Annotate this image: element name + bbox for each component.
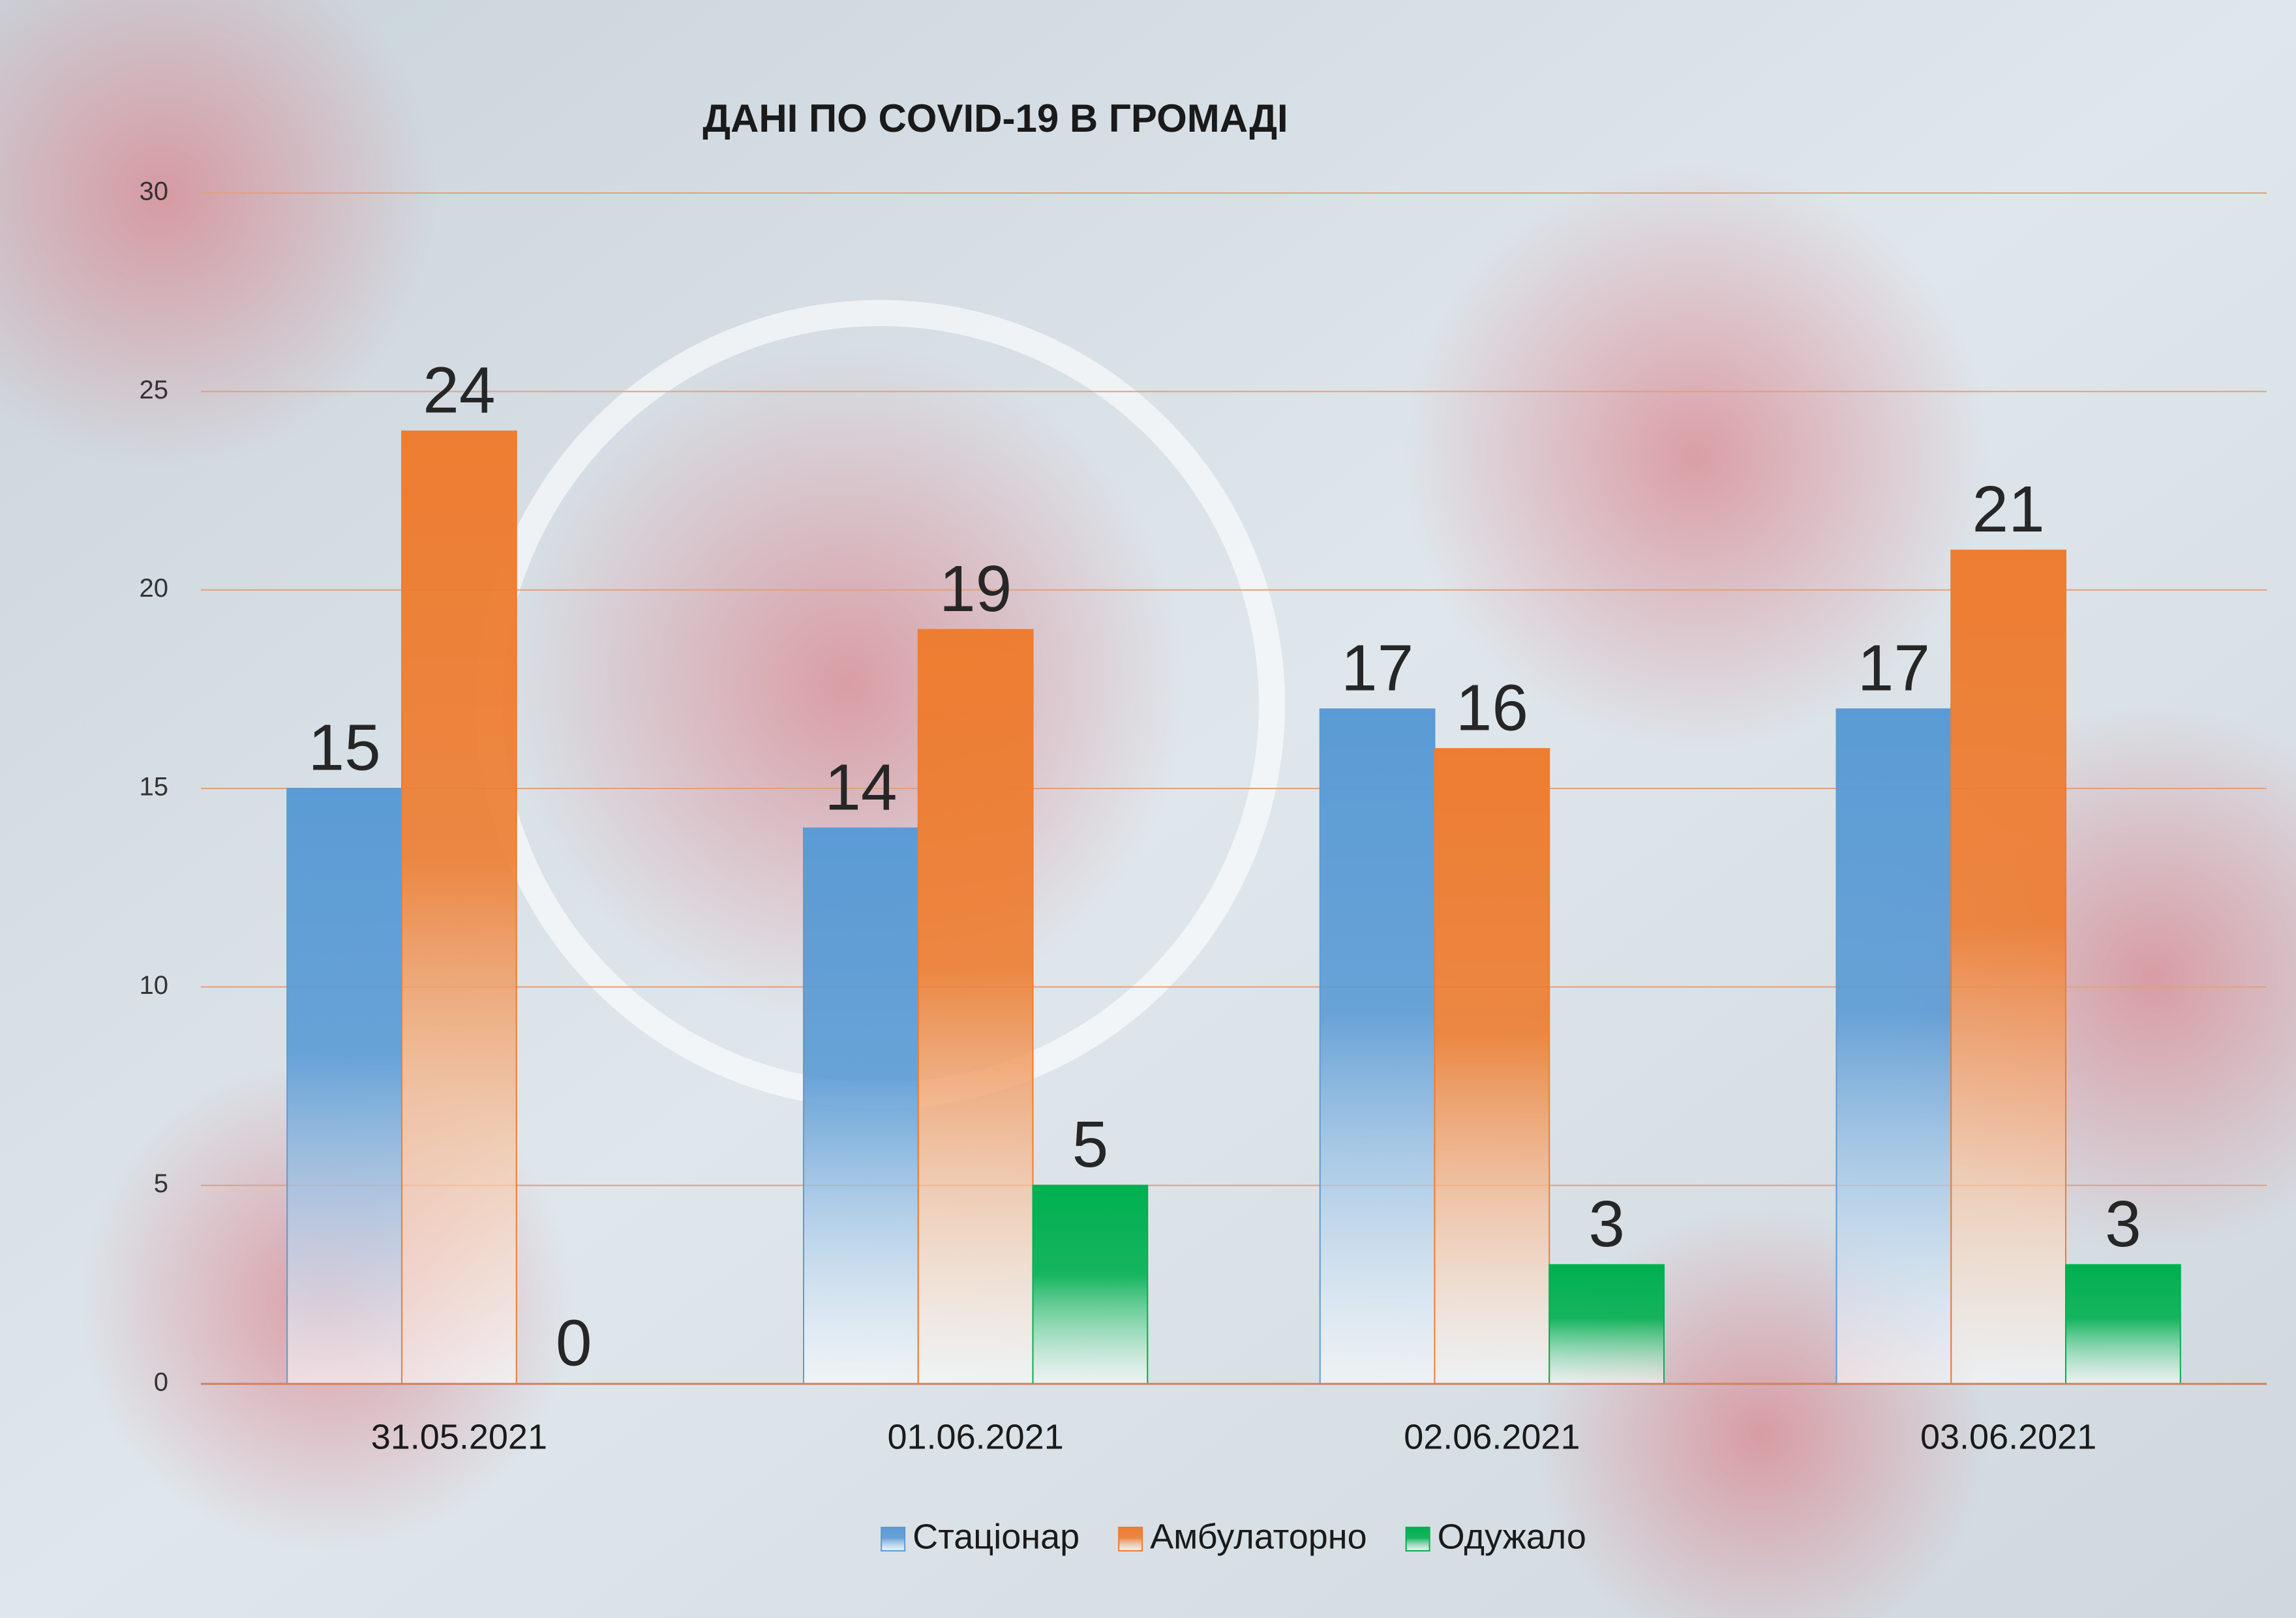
data-label: 17 xyxy=(1858,632,1930,705)
bar xyxy=(802,827,919,1385)
legend-swatch xyxy=(1405,1527,1430,1551)
legend-label: Одужало xyxy=(1438,1517,1586,1556)
bar xyxy=(1950,549,2067,1385)
legend-item: Стаціонар xyxy=(881,1517,1080,1556)
data-label: 19 xyxy=(939,552,1012,625)
y-tick-label: 15 xyxy=(140,773,169,802)
bar xyxy=(1032,1184,1149,1385)
data-label: 24 xyxy=(423,354,495,427)
background-blob xyxy=(1402,163,1989,750)
legend-item: Одужало xyxy=(1405,1517,1586,1556)
data-label: 0 xyxy=(556,1306,592,1379)
data-label: 5 xyxy=(1072,1108,1109,1181)
data-label: 21 xyxy=(1972,473,2045,546)
bar xyxy=(1434,748,1550,1385)
bar xyxy=(2065,1264,2181,1385)
bar xyxy=(400,430,517,1385)
data-label: 3 xyxy=(1588,1188,1625,1261)
y-tick-label: 30 xyxy=(140,177,169,206)
legend-swatch xyxy=(1118,1527,1143,1551)
data-label: 14 xyxy=(824,751,897,824)
data-label: 16 xyxy=(1456,672,1528,745)
data-label: 15 xyxy=(308,711,380,784)
bar xyxy=(1548,1264,1665,1385)
y-tick-label: 25 xyxy=(140,376,169,404)
x-tick-label: 02.06.2021 xyxy=(1404,1417,1580,1456)
y-tick-label: 5 xyxy=(154,1169,168,1198)
x-tick-label: 03.06.2021 xyxy=(1920,1417,2096,1456)
bar xyxy=(286,788,402,1385)
y-tick-label: 0 xyxy=(154,1368,168,1397)
legend-swatch xyxy=(881,1527,906,1551)
bar xyxy=(1835,708,1952,1385)
x-tick-label: 31.05.2021 xyxy=(371,1417,547,1456)
legend-label: Амбулаторно xyxy=(1150,1517,1367,1556)
bar xyxy=(917,629,1034,1385)
y-tick-label: 20 xyxy=(140,574,169,603)
chart-title: ДАНІ ПО COVID-19 В ГРОМАДІ xyxy=(702,97,1288,140)
legend-item: Амбулаторно xyxy=(1118,1517,1367,1556)
x-tick-label: 01.06.2021 xyxy=(887,1417,1063,1456)
data-label: 3 xyxy=(2105,1188,2141,1261)
legend-label: Стаціонар xyxy=(913,1517,1080,1556)
y-tick-label: 10 xyxy=(140,971,169,1000)
data-label: 17 xyxy=(1341,632,1413,705)
background-blob xyxy=(0,0,437,470)
bar xyxy=(1319,708,1436,1385)
